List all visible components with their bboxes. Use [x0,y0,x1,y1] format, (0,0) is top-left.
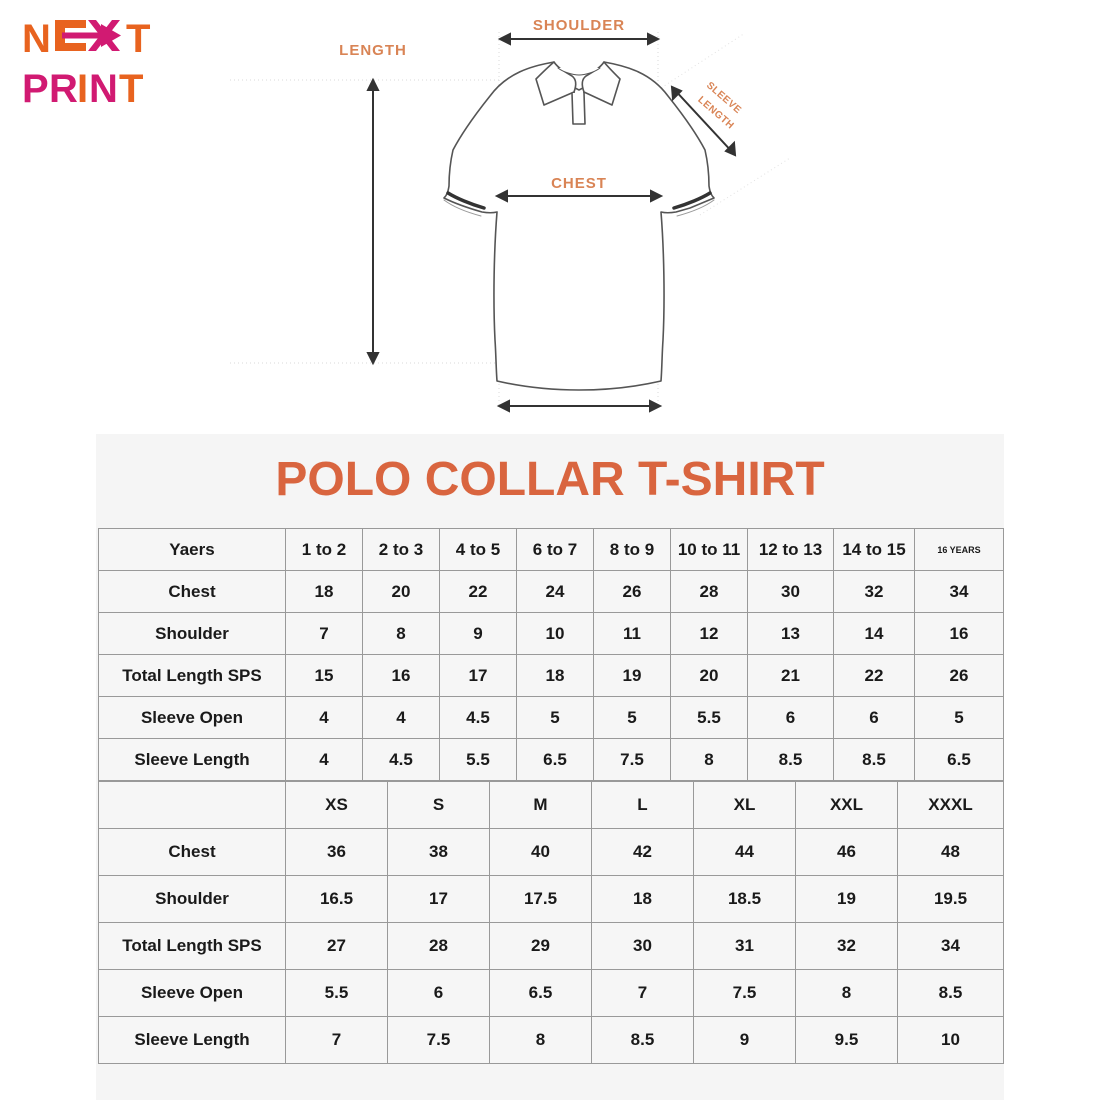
svg-text:T: T [126,18,150,61]
svg-text:N: N [89,67,118,111]
svg-text:CHEST: CHEST [551,175,607,192]
svg-text:R: R [49,67,78,111]
svg-text:T: T [119,67,143,111]
svg-text:P: P [22,67,49,111]
svg-text:I: I [77,67,88,111]
svg-text:N: N [22,18,51,61]
svg-text:SHOULDER: SHOULDER [533,17,625,34]
svg-text:LENGTH: LENGTH [339,42,407,59]
